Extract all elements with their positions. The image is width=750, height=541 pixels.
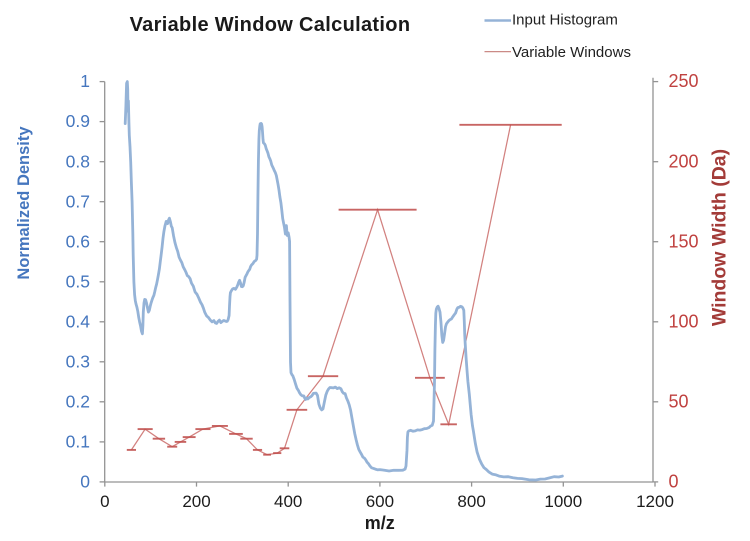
svg-text:0.6: 0.6 — [66, 231, 90, 251]
svg-text:100: 100 — [669, 311, 699, 331]
svg-text:1000: 1000 — [544, 492, 582, 511]
svg-text:400: 400 — [274, 492, 302, 511]
svg-text:m/z: m/z — [365, 513, 395, 533]
svg-text:0.1: 0.1 — [66, 432, 90, 452]
svg-text:1200: 1200 — [636, 492, 674, 511]
svg-text:250: 250 — [669, 71, 699, 91]
svg-text:Variable Windows: Variable Windows — [512, 44, 631, 61]
svg-text:800: 800 — [457, 492, 485, 511]
svg-text:Variable Window Calculation: Variable Window Calculation — [130, 14, 411, 36]
svg-text:0.8: 0.8 — [66, 151, 90, 171]
svg-text:Normalized Density: Normalized Density — [15, 126, 33, 280]
svg-text:0.4: 0.4 — [66, 311, 91, 331]
svg-text:0.2: 0.2 — [66, 391, 90, 411]
svg-text:200: 200 — [669, 151, 699, 171]
svg-text:0: 0 — [100, 492, 109, 511]
svg-text:0.3: 0.3 — [66, 351, 90, 371]
svg-text:1: 1 — [80, 71, 90, 91]
svg-text:150: 150 — [669, 231, 699, 251]
svg-text:0.9: 0.9 — [66, 111, 90, 131]
svg-text:0: 0 — [669, 472, 679, 492]
svg-text:200: 200 — [182, 492, 210, 511]
svg-text:0: 0 — [80, 472, 90, 492]
svg-text:50: 50 — [669, 391, 689, 411]
svg-text:Input Histogram: Input Histogram — [512, 12, 618, 29]
svg-text:Window Width (Da): Window Width (Da) — [708, 149, 730, 326]
svg-text:600: 600 — [366, 492, 394, 511]
svg-text:0.7: 0.7 — [66, 191, 90, 211]
svg-text:0.5: 0.5 — [66, 271, 90, 291]
